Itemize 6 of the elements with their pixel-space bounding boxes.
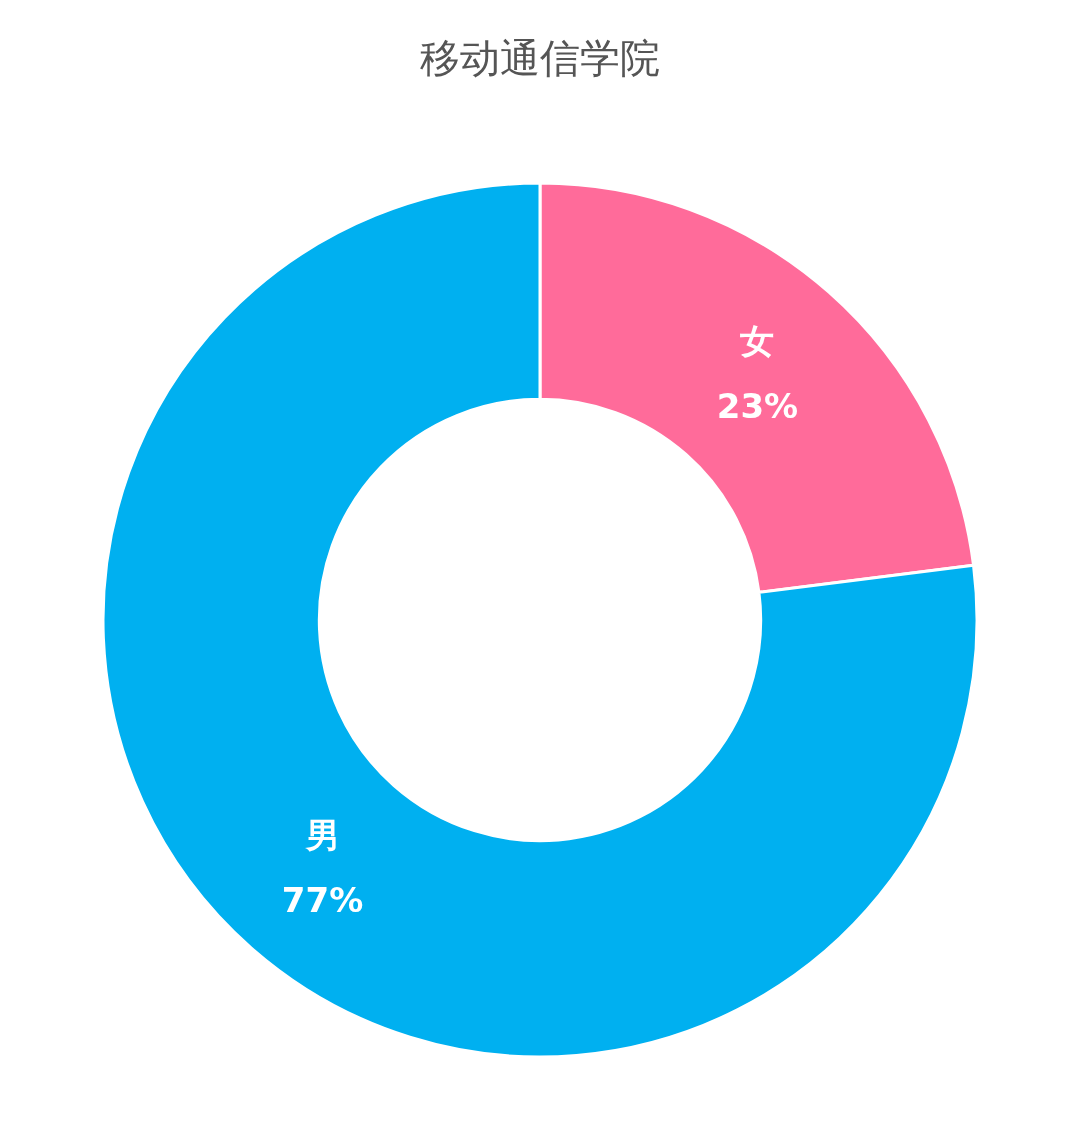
slice-label: 男 [304,814,340,855]
slice-label: 女 [739,321,775,362]
donut-slice [101,181,979,1059]
data-label: 23% [716,386,799,427]
data-label: 77% [281,879,364,920]
chart-title: 移动通信学院 [420,35,660,81]
